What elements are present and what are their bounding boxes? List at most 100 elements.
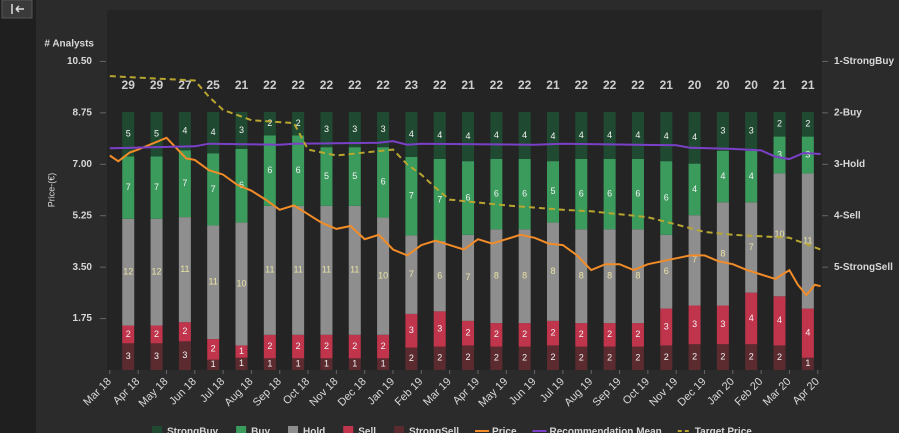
bar-segment [377, 334, 390, 359]
segment-label: 2 [267, 341, 272, 351]
x-tick-label: May 19 [476, 376, 510, 410]
segment-label: 2 [749, 351, 754, 361]
segment-label: 3 [352, 124, 357, 134]
segment-label: 2 [409, 353, 414, 363]
segment-label: 3 [692, 319, 697, 329]
bar-segment [490, 229, 503, 324]
segment-label: 1 [267, 359, 272, 369]
segment-label: 3 [381, 124, 386, 134]
bar-segment [348, 205, 361, 335]
bar-segment [462, 112, 475, 162]
bar-segment [433, 241, 446, 312]
segment-label: 10 [236, 278, 246, 288]
legend-label: Recommendation Mean [550, 427, 662, 433]
total-label: 21 [546, 78, 560, 92]
y2-tick-label: 1-StrongBuy [834, 56, 894, 67]
segment-label: 8 [550, 266, 555, 276]
segment-label: 11 [350, 265, 359, 275]
bar-segment [546, 112, 559, 162]
bar-segment [518, 323, 531, 347]
bar-segment [688, 163, 701, 216]
bar-segment [122, 325, 135, 344]
x-tick-label: Sep 18 [251, 376, 284, 409]
segment-label: 2 [267, 118, 272, 128]
segment-label: 6 [494, 188, 499, 198]
bar-segment [348, 334, 361, 359]
segment-label: 3 [154, 351, 159, 361]
segment-label: 7 [692, 255, 697, 265]
total-label: 22 [348, 78, 362, 92]
bar-segment [178, 150, 191, 218]
bar-segment [603, 346, 616, 370]
bar-segment [575, 229, 588, 324]
bar-segment [433, 158, 446, 241]
bar-segment [801, 357, 814, 370]
bar-segment [377, 217, 390, 335]
segment-label: 11 [293, 265, 302, 275]
segment-label: 3 [777, 149, 782, 159]
segment-label: 5 [154, 129, 159, 139]
segment-label: 8 [607, 271, 612, 281]
bar-segment [263, 334, 276, 359]
bar-segment [150, 156, 163, 219]
total-label: 25 [207, 78, 221, 92]
segment-label: 2 [664, 352, 669, 362]
segment-label: 4 [607, 130, 612, 140]
bar-segment [716, 344, 729, 370]
segment-label: 4 [437, 130, 442, 140]
bar-segment [405, 112, 418, 157]
bar-segment [348, 112, 361, 148]
y2-tick-label: 3-Hold [834, 159, 865, 170]
bar-segment [235, 112, 248, 149]
segment-label: 3 [805, 149, 810, 159]
x-tick-label: Aug 18 [222, 376, 255, 409]
x-tick-label: Apr 20 [791, 376, 822, 407]
bar-segment [773, 345, 786, 370]
legend-label: StrongBuy [167, 427, 219, 433]
segment-label: 3 [437, 323, 442, 333]
bar-segment [405, 156, 418, 236]
segment-label: 8 [579, 271, 584, 281]
x-tick-label: Nov 18 [307, 376, 340, 409]
bar-segment [150, 218, 163, 326]
bar-segment [348, 147, 361, 206]
total-label: 20 [716, 78, 730, 92]
x-tick-label: Jan 19 [365, 376, 397, 408]
bar-segment [631, 158, 644, 230]
bar-segment [745, 292, 758, 345]
segment-label: 3 [409, 325, 414, 335]
bar-segment [660, 234, 673, 309]
bar-segment [660, 161, 673, 235]
segment-label: 3 [324, 124, 329, 134]
bar-segment [292, 135, 305, 206]
x-tick-label: Oct 19 [621, 376, 652, 407]
segment-label: 11 [265, 265, 274, 275]
bar-segment [433, 112, 446, 159]
segment-label: 5 [324, 171, 329, 181]
bar-segment [603, 323, 616, 347]
bar-segment [122, 343, 135, 370]
segment-label: 7 [749, 242, 754, 252]
bar-segment [405, 313, 418, 348]
bar-segment [462, 345, 475, 370]
bar-segment [377, 358, 390, 370]
segment-label: 4 [409, 129, 414, 139]
segment-label: 2 [182, 326, 187, 336]
y-axis-label: Price-(€) [46, 173, 56, 208]
segment-label: 5 [352, 171, 357, 181]
segment-label: 3 [126, 351, 131, 361]
side-panel [0, 0, 36, 433]
segment-label: 1 [211, 359, 216, 369]
bar-segment [688, 344, 701, 370]
y-tick-label: 8.75 [73, 107, 93, 118]
segment-label: 1 [239, 358, 244, 368]
segment-label: 1 [239, 346, 244, 356]
line [109, 75, 821, 251]
segment-label: 4 [692, 184, 697, 194]
y2-tick-label: 5-StrongSell [834, 262, 893, 273]
bar-segment [546, 161, 559, 223]
bar-segment [546, 222, 559, 321]
segment-label: 4 [749, 313, 754, 323]
segment-label: 6 [437, 271, 442, 281]
segment-label: 6 [522, 188, 527, 198]
